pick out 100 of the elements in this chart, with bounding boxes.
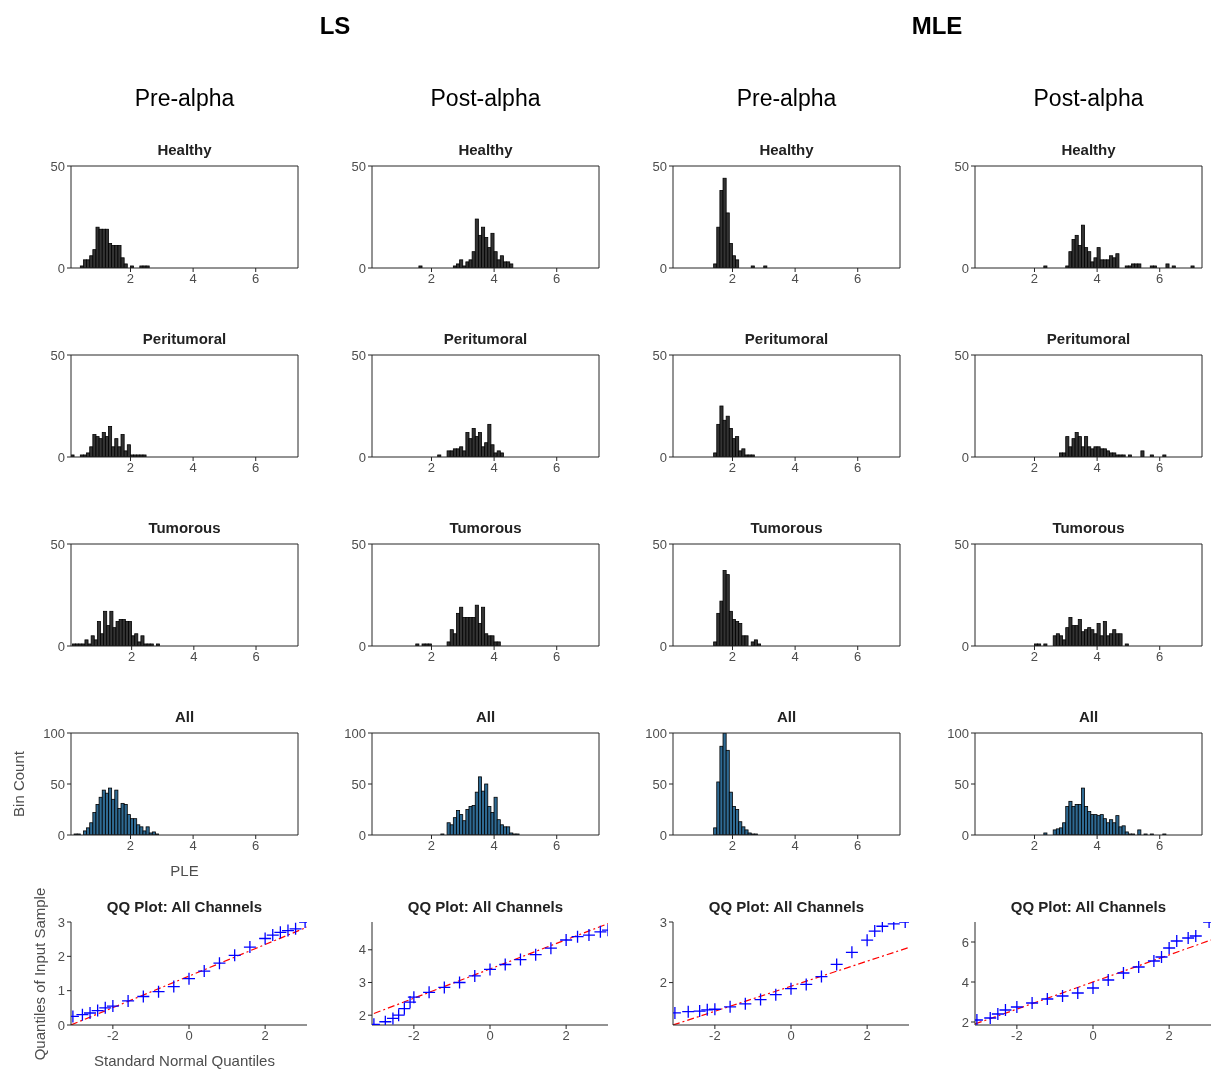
x-tick-label: 2 [1165,1028,1173,1044]
x-tick-label: 2 [126,271,135,287]
x-tick-label: 2 [1030,649,1039,665]
x-tick-label: 4 [490,460,498,476]
x-tick-label: 2 [427,271,436,287]
x-tick-label: 6 [1156,271,1164,287]
chart-title: Tumorous [148,519,221,536]
y-tick-label: 3 [57,914,65,930]
x-tick-label: 4 [1093,271,1101,287]
x-tick-label: 4 [1093,460,1101,476]
y-tick-label: 0 [659,638,667,654]
x-tick-label: 6 [854,460,862,476]
y-tick-label: 0 [961,260,969,276]
x-tick-label: 6 [854,649,862,665]
chart-title: All [776,708,797,725]
y-tick-label: 0 [358,638,366,654]
x-tick-label: 2 [1030,460,1039,476]
y-tick-label: 2 [57,948,65,964]
y-tick-label: 3 [358,975,366,991]
chart-title: Healthy [458,141,513,158]
y-tick-label: 50 [50,347,65,363]
x-tick-label: 4 [1093,838,1101,854]
y-tick-label: 50 [954,158,969,174]
chart-title: QQ Plot: All Channels [1010,898,1167,915]
y-tick-label: 0 [659,827,667,843]
y-tick-label: 50 [351,536,366,552]
y-tick-label: 50 [954,776,969,792]
x-tick-label: 2 [728,649,737,665]
x-tick-label: 2 [126,460,135,476]
y-tick-label: 3 [659,914,667,930]
y-tick-label: 100 [344,725,366,741]
chart-title: Healthy [157,141,212,158]
y-tick-label: 50 [652,776,667,792]
x-tick-label: 2 [427,460,436,476]
y-tick-label: 50 [351,347,366,363]
x-tick-label: 4 [189,460,197,476]
x-tick-label: 6 [252,271,260,287]
x-tick-label: 6 [553,838,561,854]
x-tick-label: 6 [854,838,862,854]
x-tick-label: 6 [854,271,862,287]
y-tick-label: 0 [961,827,969,843]
chart-title: QQ Plot: All Channels [708,898,865,915]
chart-title: All [174,708,195,725]
y-tick-label: 0 [358,260,366,276]
text: MLE [911,12,963,39]
y-tick-label: 0 [961,638,969,654]
x-tick-label: -2 [107,1028,119,1044]
x-tick-label: 6 [252,649,260,665]
y-tick-label: 100 [645,725,667,741]
x-tick-label: 4 [490,649,498,665]
chart-title: QQ Plot: All Channels [106,898,263,915]
text: Post-alpha [430,85,541,111]
y-tick-label: 50 [351,158,366,174]
y-tick-label: 50 [50,158,65,174]
x-axis-title: PLE [170,862,199,879]
y-tick-label: 0 [57,1017,65,1033]
x-tick-label: 2 [728,460,737,476]
x-tick-label: 4 [490,271,498,287]
y-axis-title: Quantiles of Input Sample [30,887,48,1060]
y-tick-label: 0 [57,827,65,843]
y-tick-label: 50 [652,158,667,174]
y-tick-label: 1 [57,983,65,999]
chart-title: Tumorous [750,519,823,536]
x-tick-label: 2 [728,271,737,287]
chart-title: Tumorous [449,519,522,536]
y-tick-label: 6 [961,934,969,950]
y-tick-label: 2 [358,1007,366,1023]
x-tick-label: -2 [709,1028,721,1044]
x-tick-label: 6 [252,460,260,476]
x-tick-label: 4 [791,460,799,476]
x-tick-label: 2 [261,1028,269,1044]
x-tick-label: 2 [562,1028,570,1044]
chart-title: Peritumoral [1046,330,1131,347]
text: Pre-alpha [134,85,235,111]
x-tick-label: 6 [1156,838,1164,854]
x-tick-label: 2 [863,1028,871,1044]
y-tick-label: 50 [351,776,366,792]
y-tick-label: 0 [57,449,65,465]
y-tick-label: 100 [43,725,65,741]
y-tick-label: 0 [659,260,667,276]
x-tick-label: -2 [408,1028,420,1044]
x-tick-label: 6 [553,649,561,665]
x-tick-label: 6 [252,838,260,854]
y-tick-label: 0 [358,449,366,465]
y-tick-label: 100 [947,725,969,741]
x-tick-label: 2 [1030,271,1039,287]
chart-title: Peritumoral [744,330,829,347]
x-tick-label: 6 [553,460,561,476]
y-tick-label: 50 [954,536,969,552]
y-tick-label: 50 [652,347,667,363]
x-tick-label: 0 [185,1028,193,1044]
x-tick-label: 4 [190,649,198,665]
y-tick-label: 0 [659,449,667,465]
y-tick-label: 4 [961,974,969,990]
x-tick-label: 2 [128,649,136,665]
x-tick-label: 2 [126,838,135,854]
chart-title: All [1078,708,1099,725]
text: LS [319,12,351,39]
x-tick-label: 4 [791,838,799,854]
x-tick-label: 4 [1093,649,1101,665]
